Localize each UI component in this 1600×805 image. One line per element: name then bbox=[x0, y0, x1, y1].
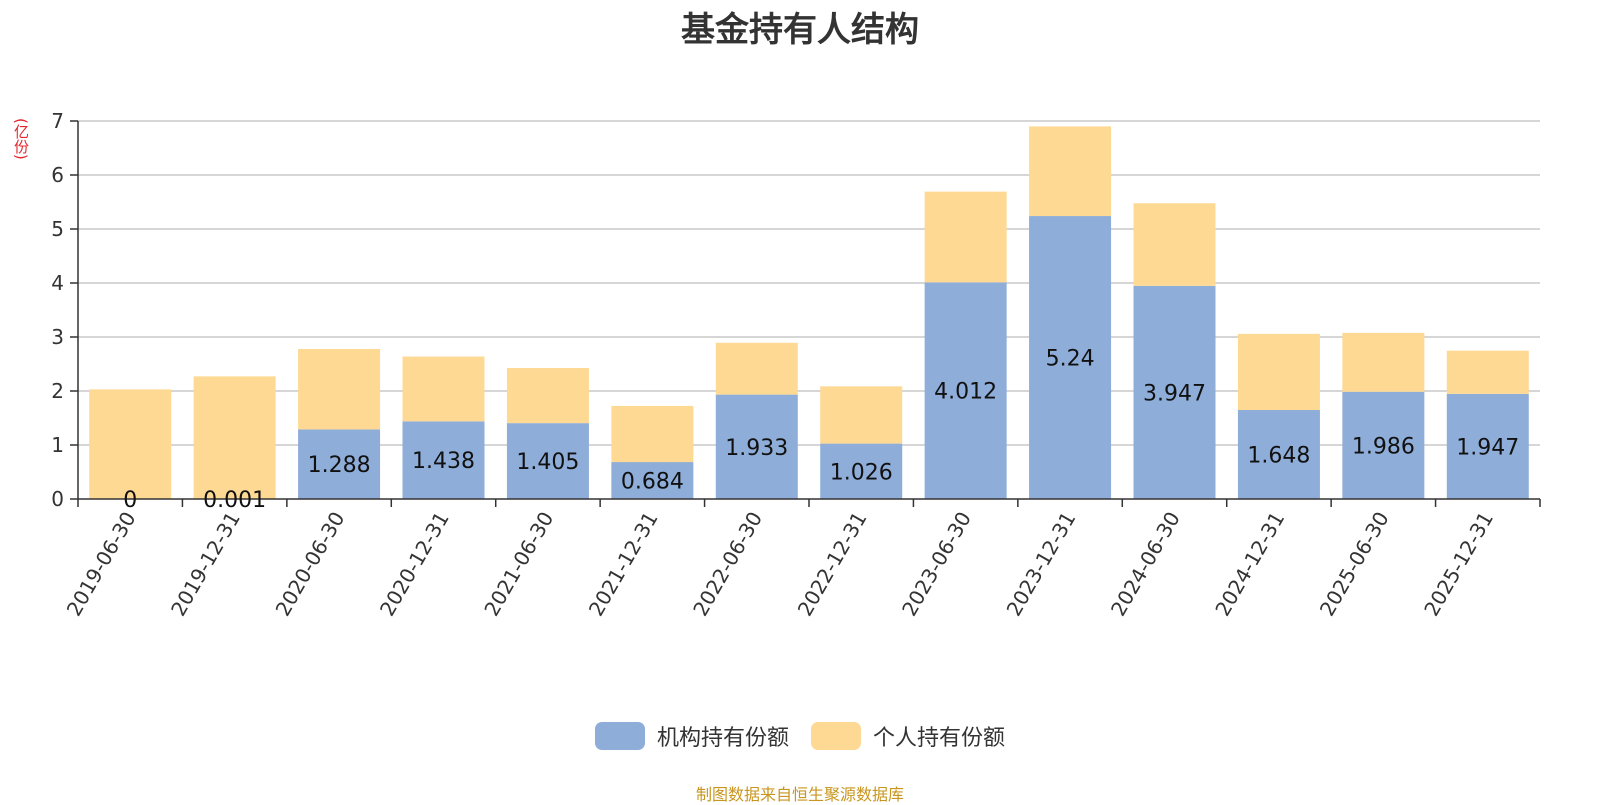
bar-individual bbox=[716, 343, 798, 395]
bar-value-label: 1.405 bbox=[516, 450, 579, 475]
bar-value-label: 1.288 bbox=[308, 453, 371, 478]
y-tick-label: 0 bbox=[51, 487, 64, 511]
bar-individual bbox=[507, 368, 589, 423]
bar-individual bbox=[611, 406, 693, 462]
bar-value-label: 0 bbox=[123, 488, 137, 513]
legend-label-institutional: 机构持有份额 bbox=[657, 720, 789, 752]
legend-label-individual: 个人持有份额 bbox=[873, 720, 1005, 752]
x-tick-label: 2022-06-30 bbox=[688, 508, 767, 621]
bar-value-label: 1.947 bbox=[1456, 435, 1519, 460]
bar-value-label: 1.648 bbox=[1247, 444, 1310, 469]
y-tick-label: 1 bbox=[51, 433, 64, 457]
x-tick-label: 2024-12-31 bbox=[1210, 508, 1289, 621]
bar-individual bbox=[820, 386, 902, 443]
x-tick-label: 2023-12-31 bbox=[1001, 508, 1080, 621]
x-tick-label: 2021-12-31 bbox=[584, 508, 663, 621]
y-tick-label: 2 bbox=[51, 379, 64, 403]
x-tick-label: 2024-06-30 bbox=[1106, 508, 1185, 621]
y-tick-label: 3 bbox=[51, 325, 64, 349]
x-tick-label: 2020-12-31 bbox=[375, 508, 454, 621]
legend-swatch-individual bbox=[811, 722, 861, 750]
bars bbox=[89, 126, 1529, 499]
bar-individual bbox=[1342, 333, 1424, 392]
bar-value-label: 0.684 bbox=[621, 470, 684, 495]
legend-item-individual[interactable]: 个人持有份额 bbox=[811, 720, 1005, 752]
bar-value-label: 3.947 bbox=[1143, 381, 1206, 406]
gridlines bbox=[78, 121, 1540, 445]
bar-individual bbox=[1134, 203, 1216, 286]
y-tick-label: 6 bbox=[51, 163, 64, 187]
bar-individual bbox=[403, 357, 485, 422]
x-tick-label: 2019-06-30 bbox=[62, 508, 141, 621]
x-tick-label: 2022-12-31 bbox=[793, 508, 872, 621]
bar-value-label: 0.001 bbox=[203, 488, 266, 513]
bar-value-label: 1.986 bbox=[1352, 434, 1415, 459]
x-tick-label: 2021-06-30 bbox=[479, 508, 558, 621]
y-tick-label: 4 bbox=[51, 271, 64, 295]
x-tick-label: 2019-12-31 bbox=[166, 508, 245, 621]
source-note: 制图数据来自恒生聚源数据库 bbox=[0, 781, 1600, 805]
x-tick-label: 2020-06-30 bbox=[270, 508, 349, 621]
legend-swatch-institutional bbox=[595, 722, 645, 750]
x-tick-label: 2023-06-30 bbox=[897, 508, 976, 621]
bar-individual bbox=[89, 389, 171, 499]
bar-value-label: 4.012 bbox=[934, 380, 997, 405]
bar-value-label: 1.026 bbox=[830, 460, 893, 485]
x-tick-label: 2025-06-30 bbox=[1315, 508, 1394, 621]
bar-value-label: 1.933 bbox=[725, 436, 788, 461]
bar-individual bbox=[1447, 351, 1529, 394]
x-tick-label: 2025-12-31 bbox=[1419, 508, 1498, 621]
bar-individual bbox=[298, 349, 380, 429]
bar-individual bbox=[194, 376, 276, 499]
bar-value-label: 1.438 bbox=[412, 449, 475, 474]
bar-individual bbox=[925, 192, 1007, 283]
legend: 机构持有份额 个人持有份额 bbox=[0, 720, 1600, 752]
legend-item-institutional[interactable]: 机构持有份额 bbox=[595, 720, 789, 752]
bar-individual bbox=[1238, 334, 1320, 410]
y-tick-label: 7 bbox=[51, 109, 64, 133]
bar-value-label: 5.24 bbox=[1046, 347, 1095, 372]
y-tick-label: 5 bbox=[51, 217, 64, 241]
bar-individual bbox=[1029, 126, 1111, 216]
